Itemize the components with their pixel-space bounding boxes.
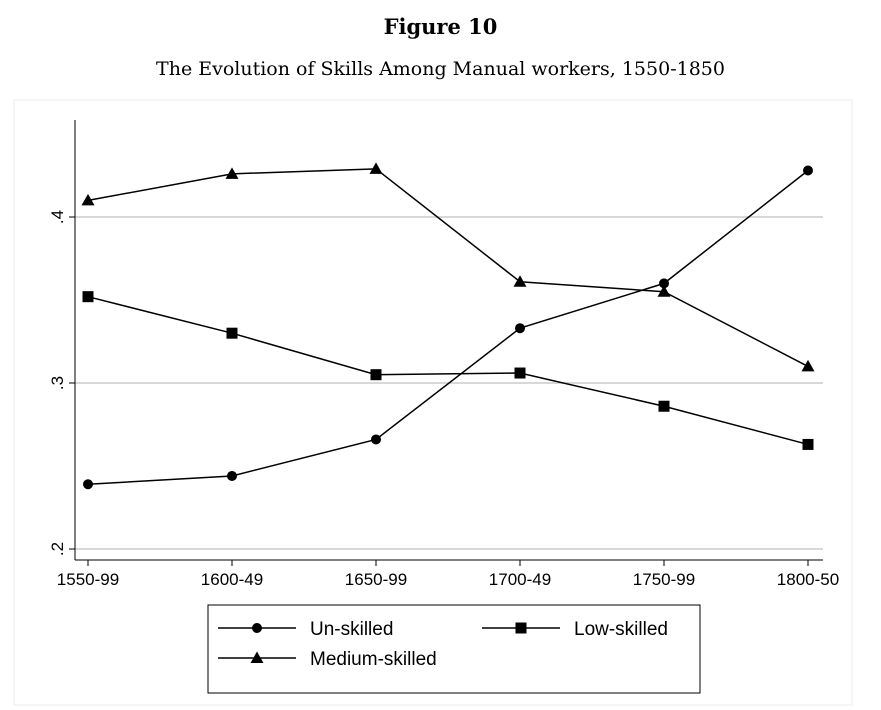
x-tick-label: 1750-99	[633, 570, 695, 589]
legend: Un-skilled Low-skilled Medium-skilled	[207, 604, 701, 694]
y-tick-label: .2	[48, 542, 67, 556]
data-point-medium-skilled	[801, 359, 815, 372]
data-point-low-skilled	[802, 438, 814, 450]
x-tick-label: 1600-49	[201, 570, 263, 589]
data-point-un-skilled	[659, 278, 669, 289]
legend-label: Un-skilled	[310, 619, 393, 640]
series-line-low-skilled	[87, 295, 809, 446]
series-low-skilled	[82, 291, 814, 450]
legend-marker-circle	[252, 623, 262, 633]
data-point-medium-skilled	[225, 167, 239, 179]
x-tick-label: 1550-99	[57, 570, 119, 589]
y-tick-label: .3	[48, 376, 67, 390]
outer-frame	[13, 99, 853, 706]
data-point-low-skilled	[514, 367, 526, 379]
data-point-low-skilled	[370, 369, 382, 381]
legend-marker-triangle	[250, 651, 264, 663]
data-point-medium-skilled	[369, 162, 383, 174]
x-tick-label: 1650-99	[345, 570, 407, 589]
y-tick-label: .4	[48, 210, 67, 224]
figure-subtitle: The Evolution of Skills Among Manual wor…	[156, 58, 725, 80]
legend-item-medium-skilled: Medium-skilled	[218, 649, 437, 670]
x-tick-label: 1700-49	[489, 570, 551, 589]
x-tick-label: 1800-50	[777, 570, 839, 589]
data-point-un-skilled	[515, 323, 525, 334]
legend-box	[207, 604, 701, 694]
legend-item-low-skilled: Low-skilled	[482, 619, 668, 640]
data-point-un-skilled	[83, 479, 93, 490]
series-medium-skilled	[81, 162, 815, 372]
series-un-skilled	[83, 165, 813, 490]
data-point-medium-skilled	[81, 193, 95, 206]
legend-label: Medium-skilled	[310, 649, 437, 670]
series-line-medium-skilled	[87, 168, 809, 368]
legend-marker-square	[515, 622, 527, 634]
data-point-un-skilled	[227, 470, 237, 481]
data-point-medium-skilled	[657, 285, 671, 297]
data-point-low-skilled	[658, 400, 670, 412]
data-point-low-skilled	[226, 327, 238, 339]
data-point-medium-skilled	[513, 275, 527, 287]
legend-item-un-skilled: Un-skilled	[218, 619, 393, 640]
data-point-un-skilled	[803, 165, 813, 176]
data-point-un-skilled	[371, 434, 381, 445]
data-point-low-skilled	[82, 291, 94, 303]
figure-title: Figure 10	[383, 14, 498, 39]
legend-label: Low-skilled	[574, 619, 668, 640]
series-line-un-skilled	[87, 169, 809, 486]
